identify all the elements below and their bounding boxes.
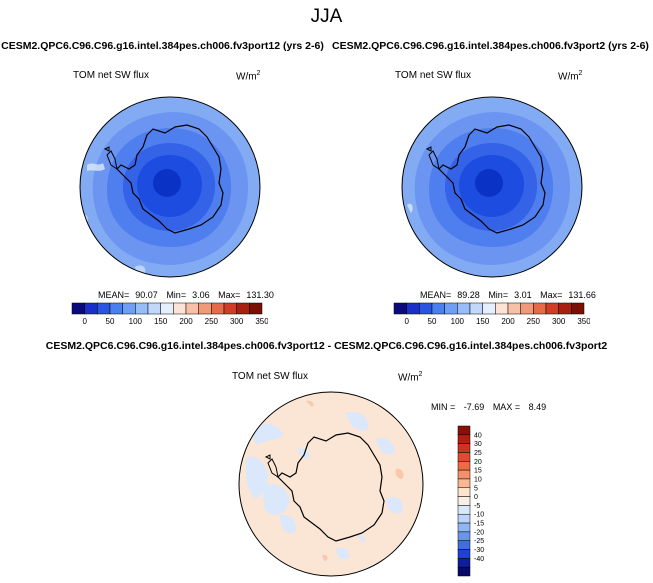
colorbar-swatch: [419, 302, 433, 315]
colorbar-tick-label: 200: [179, 317, 193, 326]
colorbar-tick-label: 300: [552, 317, 566, 326]
colorbar-swatch: [147, 302, 161, 315]
colorbar-tick-label: -20: [474, 529, 484, 536]
colorbar-tick-label: 50: [106, 317, 115, 326]
colorbar-tick-label: 0: [82, 317, 87, 326]
colorbar-tick-label: -15: [474, 521, 484, 528]
colorbar-tick-label: 100: [451, 317, 465, 326]
colorbar-tick-label: 250: [205, 317, 219, 326]
colorbar-swatch: [457, 566, 471, 577]
colorbar-tick-label: -10: [474, 512, 484, 519]
colorbar-tick-label: 150: [476, 317, 490, 326]
colorbar-swatch: [135, 302, 149, 315]
colorbar-swatch: [457, 487, 471, 497]
colorbar-swatch: [457, 434, 471, 444]
panel-1-polar-map: [79, 96, 261, 278]
panel-1-colorbar: 0 50 100 150 200 250 300 350: [71, 302, 268, 326]
colorbar-swatch: [457, 478, 471, 489]
colorbar-swatch: [173, 302, 187, 315]
colorbar-tick-label: 25: [474, 450, 482, 457]
colorbar-tick-label: 150: [154, 317, 168, 326]
colorbar-swatch: [482, 302, 496, 315]
colorbar-swatch: [444, 302, 458, 315]
colorbar-swatch: [545, 302, 559, 315]
colorbar-tick-label: 250: [527, 317, 541, 326]
colorbar-swatch: [223, 302, 237, 315]
colorbar-tick-label: -25: [474, 538, 484, 545]
colorbar-tick-label: 10: [474, 476, 482, 483]
colorbar-swatch: [71, 302, 85, 315]
colorbar-tick-label: 5: [474, 485, 478, 492]
colorbar-swatch: [122, 302, 136, 315]
figure-season-title: JJA: [310, 6, 343, 27]
colorbar-swatch: [520, 302, 534, 315]
panel-1-stats: MEAN= 90.07 Min= 3.06 Max= 131.30: [98, 290, 274, 300]
colorbar-swatch: [495, 302, 509, 315]
colorbar-swatch: [198, 302, 212, 315]
colorbar-swatch: [211, 302, 225, 315]
colorbar-swatch: [457, 496, 471, 506]
colorbar-swatch: [84, 302, 98, 315]
colorbar-swatch: [558, 302, 572, 315]
colorbar-swatch: [97, 302, 111, 315]
colorbar-swatch: [457, 425, 471, 436]
difference-title: CESM2.QPC6.C96.C96.g16.intel.384pes.ch00…: [45, 340, 608, 352]
panel-2-polar-map: [401, 96, 583, 278]
colorbar-swatch: [393, 302, 407, 315]
colorbar-tick-label: -40: [474, 556, 484, 563]
colorbar-swatch: [469, 302, 483, 315]
colorbar-tick-label: 100: [129, 317, 143, 326]
colorbar-tick-label: 200: [501, 317, 515, 326]
colorbar-swatch: [185, 302, 199, 315]
colorbar-tick-label: 40: [474, 432, 482, 439]
colorbar-swatch: [160, 302, 174, 315]
difference-stats: MIN = -7.69 MAX = 8.49: [431, 402, 547, 412]
colorbar-swatch: [457, 531, 471, 541]
colorbar-swatch: [457, 558, 471, 568]
colorbar-swatch: [457, 302, 471, 315]
difference-polar-map: [238, 391, 424, 577]
panel-1-variable-label: TOM net SW flux: [73, 70, 149, 81]
colorbar-tick-label: 300: [230, 317, 244, 326]
panel-2-stats: MEAN= 89.28 Min= 3.01 Max= 131.66: [420, 290, 596, 300]
panel-2-colorbar: 0 50 100 150 200 250 300 350: [393, 302, 590, 326]
colorbar-swatch: [457, 540, 471, 550]
colorbar-swatch: [457, 549, 471, 559]
panel-1-units-label: W/m2: [236, 70, 261, 83]
panel-2-variable-label: TOM net SW flux: [395, 70, 471, 81]
colorbar-swatch: [457, 513, 471, 524]
colorbar-swatch: [457, 443, 471, 453]
colorbar-swatch: [249, 302, 263, 315]
colorbar-swatch: [109, 302, 123, 315]
difference-units-label: W/m2: [398, 371, 423, 384]
panel-2-units-label: W/m2: [558, 70, 583, 83]
colorbar-tick-label: 0: [474, 494, 478, 501]
colorbar-tick-label: 50: [428, 317, 437, 326]
colorbar-swatch: [457, 505, 471, 515]
colorbar-swatch: [236, 302, 250, 315]
colorbar-swatch: [431, 302, 445, 315]
difference-variable-label: TOM net SW flux: [232, 371, 308, 382]
colorbar-swatch: [457, 461, 471, 471]
colorbar-tick-label: 0: [404, 317, 409, 326]
colorbar-tick-label: 20: [474, 459, 482, 466]
colorbar-swatch: [457, 522, 471, 533]
colorbar-tick-label: 350: [255, 317, 268, 326]
colorbar-swatch: [571, 302, 585, 315]
colorbar-swatch: [406, 302, 420, 315]
colorbar-tick-label: 15: [474, 468, 482, 475]
colorbar-tick-label: 30: [474, 441, 482, 448]
panel-2-case-title: CESM2.QPC6.C96.C96.g16.intel.384pes.ch00…: [332, 40, 649, 52]
panel-1-case-title: CESM2.QPC6.C96.C96.g16.intel.384pes.ch00…: [1, 40, 324, 52]
colorbar-tick-label: -5: [474, 503, 480, 510]
colorbar-tick-label: -30: [474, 547, 484, 554]
colorbar-swatch: [457, 469, 471, 480]
colorbar-swatch: [507, 302, 521, 315]
colorbar-swatch: [533, 302, 547, 315]
colorbar-tick-label: 350: [577, 317, 590, 326]
colorbar-swatch: [457, 452, 471, 462]
